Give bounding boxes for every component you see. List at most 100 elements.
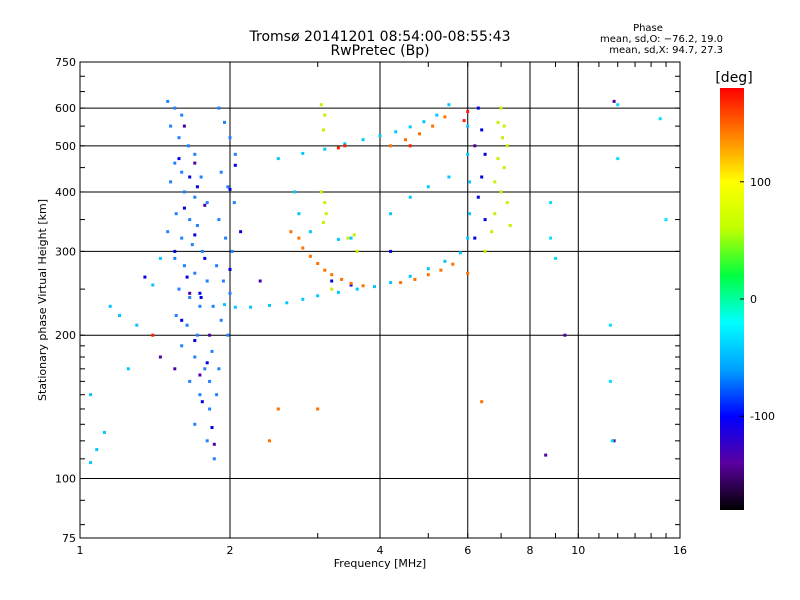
y-tick-label: 75	[62, 532, 76, 545]
data-point	[180, 344, 184, 348]
data-point	[319, 103, 323, 107]
data-point	[336, 237, 340, 241]
data-point	[108, 304, 112, 308]
data-point	[177, 157, 181, 161]
data-point	[285, 301, 289, 305]
data-point	[408, 125, 412, 129]
data-point	[608, 379, 612, 383]
data-point	[198, 291, 202, 295]
data-point	[226, 185, 230, 189]
data-point	[483, 218, 487, 222]
data-point	[217, 106, 221, 110]
data-point	[466, 271, 470, 275]
data-point	[408, 274, 412, 278]
data-point	[203, 203, 207, 207]
data-point	[316, 262, 320, 265]
data-point	[193, 355, 197, 359]
data-point	[458, 251, 462, 255]
data-point	[324, 212, 328, 216]
data-point	[195, 185, 199, 189]
data-point	[316, 294, 320, 298]
data-point	[418, 132, 421, 136]
data-point	[232, 201, 236, 205]
colorbar-tick-label: 100	[750, 176, 771, 189]
data-point	[505, 201, 509, 205]
grid	[80, 62, 680, 538]
data-point	[336, 290, 340, 294]
data-point	[223, 303, 226, 307]
y-axis-label: Stationary phase Virtual Height [km]	[36, 199, 49, 401]
data-point	[166, 99, 170, 103]
data-point	[426, 273, 430, 277]
data-point	[193, 161, 197, 165]
data-point	[308, 230, 312, 234]
data-point	[233, 152, 237, 156]
data-point	[466, 110, 470, 114]
data-point	[228, 187, 232, 191]
data-point	[493, 212, 497, 216]
data-point	[323, 268, 327, 272]
data-point	[323, 147, 327, 151]
data-point	[321, 221, 325, 224]
colorbar-axis: 100 0 -100	[740, 176, 775, 423]
data-point	[439, 268, 443, 272]
data-points	[89, 99, 668, 465]
data-point	[462, 119, 466, 123]
data-point	[200, 400, 204, 404]
data-point	[200, 249, 204, 253]
x-tick-label: 2	[227, 544, 234, 557]
data-point	[233, 163, 237, 167]
data-point	[349, 281, 353, 285]
data-point	[443, 259, 447, 263]
data-point	[616, 157, 620, 161]
data-point	[476, 195, 480, 199]
data-point	[308, 254, 312, 258]
data-point	[185, 323, 189, 327]
data-point	[431, 124, 435, 128]
data-point	[413, 277, 417, 281]
data-point	[180, 170, 184, 174]
data-point	[301, 151, 305, 155]
data-point	[549, 236, 553, 240]
data-point	[190, 243, 194, 247]
data-point	[193, 271, 197, 275]
data-point	[404, 138, 407, 142]
data-point	[215, 264, 219, 268]
data-point	[608, 323, 612, 327]
data-point	[496, 120, 500, 124]
data-point	[193, 152, 197, 156]
data-point	[297, 212, 301, 216]
data-point	[336, 146, 340, 150]
data-point	[480, 400, 484, 404]
stats-line-x: mean, sd,X: 94.7, 27.3	[609, 45, 723, 56]
data-point	[476, 106, 480, 110]
colorbar-unit: [deg]	[715, 70, 752, 86]
data-point	[378, 134, 382, 138]
data-point	[212, 457, 216, 461]
data-point	[188, 296, 192, 299]
data-point	[349, 236, 353, 240]
data-point	[276, 157, 280, 161]
data-point	[198, 393, 202, 397]
data-point	[180, 236, 184, 240]
data-point	[221, 279, 225, 283]
data-point	[158, 355, 162, 359]
data-point	[389, 249, 393, 253]
data-point	[177, 136, 181, 140]
data-point	[473, 236, 477, 240]
data-point	[355, 287, 359, 291]
data-point	[180, 318, 184, 322]
data-point	[563, 333, 567, 337]
data-point	[239, 230, 243, 234]
data-point	[389, 212, 393, 216]
data-point	[343, 144, 347, 148]
data-point	[205, 279, 209, 283]
data-point	[188, 379, 192, 383]
data-point	[468, 180, 471, 184]
y-axis: 75 100 200 300 400 500 600 750	[55, 56, 680, 545]
data-point	[289, 230, 293, 234]
x-tick-label: 6	[464, 544, 471, 557]
data-point	[182, 124, 186, 128]
data-point	[493, 180, 497, 184]
